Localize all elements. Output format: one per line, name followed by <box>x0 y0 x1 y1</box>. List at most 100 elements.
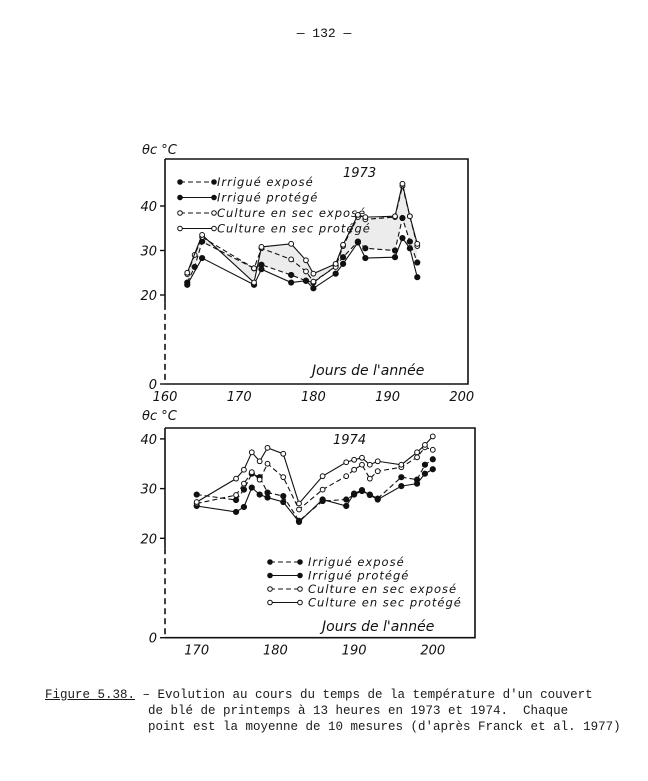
legend-marker <box>297 559 303 565</box>
legend-marker <box>177 225 183 232</box>
data-point <box>414 240 421 247</box>
legend-marker <box>177 194 183 201</box>
data-point <box>413 480 421 487</box>
data-point <box>288 279 295 286</box>
series-irrigu-prot-g- <box>184 234 421 292</box>
data-point <box>414 449 420 456</box>
caption-line-2: de blé de printemps à 13 heures en 1973 … <box>148 704 569 718</box>
data-point <box>303 268 309 275</box>
data-point <box>193 499 200 505</box>
data-point <box>310 270 317 277</box>
data-point <box>359 461 365 468</box>
data-point <box>302 277 310 284</box>
x-tick-label: 190 <box>375 390 400 405</box>
data-point <box>392 213 398 220</box>
legend-label: Irrigué exposé <box>308 555 405 569</box>
data-point <box>343 473 350 480</box>
data-point <box>280 492 287 500</box>
data-point <box>366 461 373 468</box>
data-point <box>280 474 287 481</box>
data-point <box>406 238 413 245</box>
chart-title: 1974 <box>333 433 366 448</box>
data-point <box>339 260 347 267</box>
data-point <box>280 450 287 457</box>
caption-line-3: point est la moyenne de 10 mesures (d'ap… <box>148 720 621 734</box>
y-tick-label: 30 <box>140 483 157 498</box>
data-point <box>362 214 369 221</box>
legend-label: Culture en sec exposé <box>308 582 457 596</box>
data-point <box>248 469 255 476</box>
data-point <box>391 254 399 261</box>
legend-marker <box>297 599 303 606</box>
data-point <box>241 480 247 487</box>
data-point <box>240 486 248 493</box>
data-point <box>414 259 421 266</box>
legend-marker <box>267 572 273 579</box>
data-point <box>429 433 436 440</box>
data-point <box>340 241 346 248</box>
data-point <box>332 260 339 267</box>
data-point <box>362 245 369 252</box>
caption-line-1: – Evolution au cours du temps de la temp… <box>135 688 593 702</box>
y-axis-label: θc °C <box>142 409 178 424</box>
series-irrigu-expos- <box>184 214 421 286</box>
x-tick-label: 190 <box>342 644 367 659</box>
legend-label: Irrigué protégé <box>217 191 318 205</box>
data-point <box>288 240 295 247</box>
data-point <box>343 496 350 503</box>
data-point <box>351 456 358 463</box>
data-point <box>366 475 373 482</box>
data-point <box>366 491 373 499</box>
legend-marker <box>267 559 273 565</box>
legend-marker <box>211 179 217 185</box>
plot-frame <box>165 158 469 385</box>
legend-label: Culture en sec protégé <box>308 596 462 610</box>
data-point <box>343 459 350 466</box>
page-number: — 132 — <box>296 26 352 41</box>
legend-marker <box>267 586 273 592</box>
data-point <box>251 265 257 272</box>
data-point <box>398 461 405 468</box>
data-point <box>414 274 421 281</box>
data-point <box>354 239 362 246</box>
data-point <box>303 257 309 264</box>
caption-label: Figure 5.38. <box>45 688 136 702</box>
legend-marker <box>297 572 303 579</box>
x-tick-label: 170 <box>227 390 252 405</box>
data-point <box>248 449 255 456</box>
y-tick-label: 20 <box>140 532 157 547</box>
data-point <box>421 461 429 468</box>
x-tick-label: 200 <box>449 390 474 405</box>
data-point <box>374 458 381 465</box>
x-tick-label: 200 <box>420 644 445 659</box>
legend-marker <box>211 210 217 216</box>
data-point <box>406 245 413 252</box>
data-point <box>295 518 303 525</box>
legend-marker <box>211 194 217 201</box>
shaded-band <box>187 183 418 283</box>
data-point <box>319 496 326 503</box>
series-line <box>196 446 433 511</box>
data-point <box>343 502 350 510</box>
x-tick-label: 180 <box>263 644 288 659</box>
legend-label: Culture en sec exposé <box>217 206 366 220</box>
legend-marker <box>267 599 273 606</box>
data-point <box>358 486 366 494</box>
legend-marker <box>297 586 303 592</box>
x-tick-label: 180 <box>301 390 326 405</box>
data-point <box>399 180 406 187</box>
data-point <box>374 468 381 475</box>
legend-label: Culture en sec protégé <box>217 222 371 236</box>
y-tick-label: 40 <box>140 200 157 215</box>
data-point <box>199 254 206 262</box>
data-point <box>280 498 287 506</box>
data-point <box>199 232 206 238</box>
figure-caption: Figure 5.38. – Evolution au cours du tem… <box>45 687 621 734</box>
data-point <box>240 503 248 511</box>
data-point <box>248 484 255 491</box>
data-point <box>351 466 358 473</box>
legend-marker <box>177 179 183 185</box>
data-point <box>256 458 263 465</box>
chart-1973: 0 20 30 40 160 170 180 190 200 θc °C 1973 Jours de … <box>140 143 474 405</box>
